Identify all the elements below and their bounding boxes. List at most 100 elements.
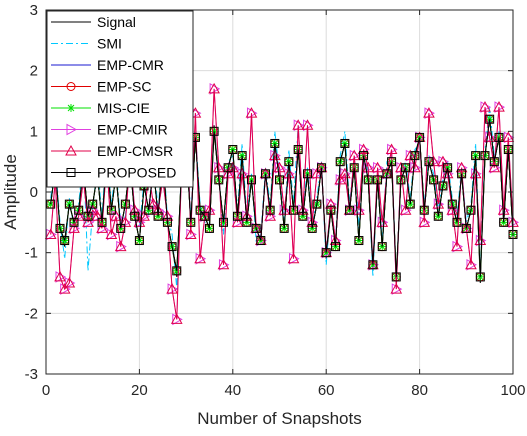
data-point	[282, 167, 295, 179]
data-point	[489, 157, 499, 167]
data-point	[385, 143, 398, 155]
data-point	[307, 223, 317, 233]
data-point	[54, 270, 66, 282]
data-point	[419, 205, 429, 215]
data-point	[162, 217, 172, 227]
x-tick-label: 100	[500, 382, 525, 399]
data-point	[68, 222, 80, 233]
data-point	[167, 242, 177, 252]
data-point	[312, 199, 322, 209]
data-point	[217, 258, 230, 270]
data-point	[401, 163, 411, 173]
legend-marker	[67, 104, 75, 112]
data-point	[218, 217, 228, 227]
data-point	[120, 199, 130, 209]
data-point	[237, 151, 247, 161]
data-point	[46, 200, 55, 209]
data-point	[446, 204, 459, 215]
data-point	[373, 175, 383, 185]
data-point	[391, 272, 401, 282]
data-point	[410, 151, 420, 161]
series-line	[50, 88, 514, 320]
data-point	[479, 101, 491, 112]
data-point	[60, 236, 70, 246]
data-point	[245, 107, 258, 118]
legend-item: EMP-CMSR	[51, 143, 173, 159]
data-point	[469, 167, 482, 179]
data-point	[461, 223, 471, 233]
data-point	[119, 216, 132, 227]
y-tick-label: 1	[30, 123, 38, 140]
data-point	[184, 228, 197, 239]
data-point	[204, 223, 214, 233]
y-tick-label: 2	[30, 63, 38, 80]
data-point	[311, 167, 323, 179]
data-point	[265, 205, 275, 215]
x-tick-label: 60	[318, 382, 335, 399]
y-tick-label: 0	[30, 184, 38, 201]
data-point	[427, 155, 440, 167]
data-point	[74, 205, 84, 215]
data-point	[246, 175, 256, 185]
data-point	[476, 272, 485, 281]
data-point	[273, 161, 286, 173]
y-tick-label: -1	[25, 245, 38, 262]
data-point	[451, 240, 463, 252]
data-point	[270, 138, 280, 148]
y-tick-label: 3	[30, 2, 38, 19]
data-point	[256, 236, 266, 246]
data-point	[363, 175, 373, 185]
data-point	[172, 266, 182, 276]
legend-box	[46, 10, 194, 188]
legend-item: MIS-CIE	[51, 100, 150, 116]
data-point	[223, 163, 233, 173]
legend-label: Signal	[97, 14, 136, 30]
data-point	[331, 242, 341, 252]
data-point	[97, 217, 107, 227]
data-point	[186, 217, 196, 227]
data-point	[287, 252, 300, 264]
data-point	[133, 216, 146, 227]
data-point	[232, 211, 242, 221]
data-point	[317, 163, 327, 173]
data-point	[326, 205, 336, 215]
data-point	[452, 217, 462, 227]
data-point	[214, 175, 224, 185]
data-point	[432, 198, 445, 209]
data-point	[209, 126, 219, 136]
data-point	[480, 151, 490, 161]
legend-label: MIS-CIE	[97, 100, 150, 116]
data-point	[194, 252, 206, 264]
legend-marker	[65, 144, 77, 156]
legend-label: PROPOSED	[97, 165, 176, 181]
data-point	[264, 210, 277, 221]
legend-marker	[66, 123, 78, 136]
tick-labels: 0 20 40 60 80 100 -3 -2 -1 0 1 2 3	[25, 2, 526, 399]
data-point	[275, 175, 284, 185]
legend-item: Signal	[51, 14, 136, 30]
x-tick-label: 0	[42, 382, 50, 399]
data-point	[441, 167, 454, 179]
data-point	[64, 199, 74, 209]
data-point	[345, 205, 355, 215]
data-point	[359, 151, 369, 161]
data-point	[494, 132, 504, 142]
data-point	[499, 218, 508, 227]
data-point	[335, 157, 345, 167]
data-point	[376, 216, 389, 227]
data-point	[106, 205, 116, 215]
data-point	[105, 228, 118, 239]
data-point	[424, 157, 434, 167]
data-point	[405, 199, 415, 209]
legend-label: EMP-CMSR	[97, 143, 173, 159]
data-point	[195, 205, 205, 215]
data-point	[404, 149, 417, 161]
data-point	[433, 211, 443, 221]
data-point	[418, 216, 431, 227]
data-point	[357, 143, 370, 155]
data-point	[382, 169, 392, 179]
data-point	[208, 82, 220, 94]
data-point	[438, 181, 448, 191]
legend-item: SMI	[51, 36, 122, 52]
data-point	[437, 155, 449, 167]
